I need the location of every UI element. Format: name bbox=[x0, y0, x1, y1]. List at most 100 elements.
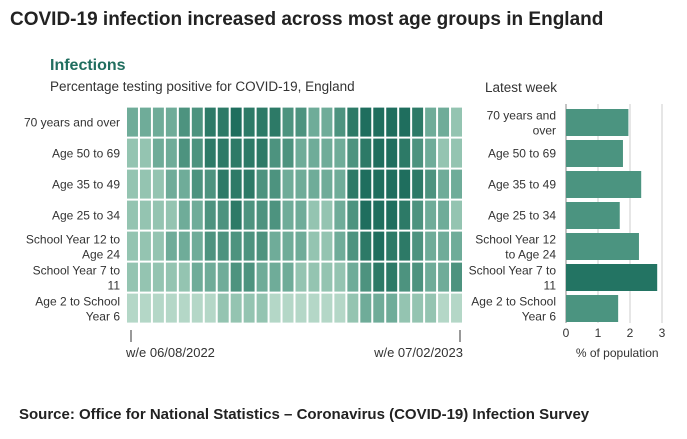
heatmap-cell bbox=[321, 169, 333, 199]
heatmap-cell bbox=[204, 231, 216, 261]
heatmap-cell bbox=[334, 262, 346, 292]
heatmap-cell bbox=[139, 200, 151, 230]
bar bbox=[566, 202, 620, 229]
heatmap-cell bbox=[451, 231, 462, 261]
heatmap-cell bbox=[282, 293, 294, 323]
heatmap-cell bbox=[399, 138, 411, 168]
bar-x-axis-label: % of population bbox=[576, 346, 659, 360]
heatmap-cell bbox=[451, 262, 462, 292]
heatmap-cell bbox=[178, 138, 190, 168]
heatmap-cell bbox=[373, 293, 385, 323]
heatmap-cell bbox=[191, 138, 203, 168]
bar-category-label: School Year 7 to bbox=[469, 264, 557, 278]
heatmap-cell bbox=[204, 138, 216, 168]
bar bbox=[566, 109, 629, 136]
heatmap-end-label: w/e 07/02/2023 bbox=[373, 345, 463, 360]
heatmap-cell bbox=[360, 169, 372, 199]
bar-category-label: Age 25 to 34 bbox=[488, 209, 556, 223]
heatmap-row-label: Age 50 to 69 bbox=[52, 147, 120, 161]
heatmap-cell bbox=[399, 231, 411, 261]
heatmap-cell bbox=[152, 107, 164, 137]
heatmap-cell bbox=[347, 169, 359, 199]
heatmap-cell bbox=[269, 293, 281, 323]
heatmap-cell bbox=[399, 262, 411, 292]
heatmap-cell bbox=[152, 262, 164, 292]
heatmap-cell bbox=[451, 138, 462, 168]
heatmap-cell bbox=[269, 107, 281, 137]
heatmap-cell bbox=[243, 200, 255, 230]
heatmap-cell bbox=[243, 138, 255, 168]
heatmap-cell bbox=[308, 107, 320, 137]
heatmap-cell bbox=[282, 200, 294, 230]
heatmap-cell bbox=[139, 293, 151, 323]
heatmap-cell bbox=[165, 231, 177, 261]
chart-subtitle: Infections bbox=[50, 57, 126, 74]
heatmap-cell bbox=[256, 293, 268, 323]
heatmap-cell bbox=[165, 169, 177, 199]
heatmap-cell bbox=[373, 231, 385, 261]
heatmap-cell bbox=[386, 169, 398, 199]
heatmap-cell bbox=[438, 107, 450, 137]
heatmap-cell bbox=[295, 169, 307, 199]
heatmap-cell bbox=[347, 262, 359, 292]
heatmap-cell bbox=[256, 231, 268, 261]
heatmap-cell bbox=[334, 138, 346, 168]
heatmap-cell bbox=[243, 293, 255, 323]
heatmap-cell bbox=[230, 293, 242, 323]
heatmap-cell bbox=[451, 200, 462, 230]
heatmap-cell bbox=[334, 293, 346, 323]
heatmap-cell bbox=[191, 262, 203, 292]
heatmap-cell bbox=[321, 200, 333, 230]
heatmap-cell bbox=[412, 138, 424, 168]
heatmap-cell bbox=[386, 107, 398, 137]
heatmap-cell bbox=[308, 138, 320, 168]
heatmap-cell bbox=[308, 169, 320, 199]
heatmap-cell bbox=[178, 262, 190, 292]
heatmap-cell bbox=[308, 293, 320, 323]
heatmap-cell bbox=[334, 200, 346, 230]
heatmap-cell bbox=[373, 169, 385, 199]
heatmap-cell bbox=[347, 107, 359, 137]
heatmap-cell bbox=[127, 231, 138, 261]
heatmap-cell bbox=[373, 138, 385, 168]
chart-caption: Percentage testing positive for COVID-19… bbox=[50, 79, 355, 94]
heatmap-cell bbox=[204, 169, 216, 199]
heatmap-row-label: 11 bbox=[108, 279, 121, 293]
latest-week-title: Latest week bbox=[485, 80, 558, 95]
heatmap-cell bbox=[178, 231, 190, 261]
heatmap-cell bbox=[269, 262, 281, 292]
source-note: Source: Office for National Statistics –… bbox=[19, 406, 590, 423]
heatmap-cell bbox=[165, 200, 177, 230]
heatmap-cell bbox=[360, 107, 372, 137]
heatmap-cell bbox=[438, 293, 450, 323]
heatmap-cell bbox=[282, 231, 294, 261]
heatmap-cell bbox=[191, 200, 203, 230]
heatmap-cell bbox=[360, 231, 372, 261]
bar-category-label: to Age 24 bbox=[505, 248, 556, 262]
heatmap-cell bbox=[139, 138, 151, 168]
heatmap-cell bbox=[360, 293, 372, 323]
heatmap-cell bbox=[139, 262, 151, 292]
heatmap-cell bbox=[425, 169, 437, 199]
heatmap-cell bbox=[399, 200, 411, 230]
heatmap-cell bbox=[127, 107, 138, 137]
heatmap-cell bbox=[451, 169, 462, 199]
heatmap-cell bbox=[217, 293, 229, 323]
heatmap-row-label: Age 2 to School bbox=[35, 295, 120, 309]
bar-category-label: over bbox=[533, 124, 556, 138]
heatmap-cell bbox=[191, 231, 203, 261]
heatmap-cell bbox=[295, 293, 307, 323]
heatmap-cell bbox=[425, 200, 437, 230]
heatmap-cell bbox=[230, 231, 242, 261]
heatmap-cell bbox=[373, 262, 385, 292]
heatmap-cell bbox=[152, 231, 164, 261]
heatmap-cell bbox=[438, 200, 450, 230]
heatmap-cell bbox=[347, 231, 359, 261]
heatmap-cell bbox=[282, 262, 294, 292]
heatmap-cell bbox=[321, 138, 333, 168]
heatmap-cell bbox=[230, 169, 242, 199]
heatmap-cell bbox=[360, 138, 372, 168]
heatmap-cell bbox=[412, 169, 424, 199]
bar-category-label: Age 2 to School bbox=[471, 295, 556, 309]
heatmap-cell bbox=[230, 262, 242, 292]
